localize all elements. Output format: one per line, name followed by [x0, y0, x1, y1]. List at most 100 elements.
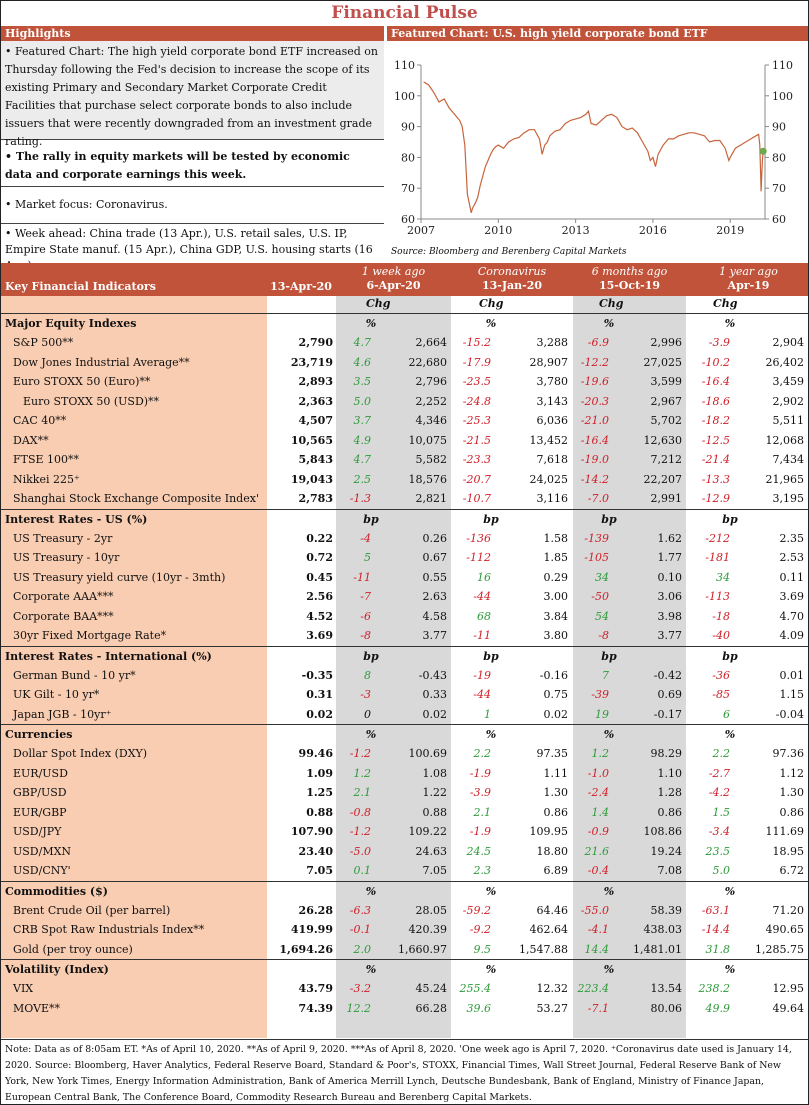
section-unit: bp [483, 649, 499, 663]
row-past-value: -0.17 [653, 707, 682, 721]
row-current-value: 2,363 [298, 394, 333, 408]
row-change: -2.4 [587, 786, 609, 799]
row-past-value: 27,025 [643, 355, 683, 369]
row-change: -9.2 [469, 923, 491, 936]
highlights-header: Highlights [1, 26, 384, 41]
footnote: Note: Data as of 8:05am ET. *As of April… [1, 1039, 808, 1105]
row-change: -7.0 [587, 492, 609, 505]
row-past-value: 3.77 [422, 629, 448, 642]
row-past-value: 24.63 [415, 844, 448, 858]
row-past-value: 21,965 [765, 472, 805, 486]
row-past-value: 58.39 [650, 903, 683, 917]
row-past-value: 22,207 [643, 472, 683, 486]
row-past-value: 1,547.88 [519, 942, 568, 956]
chart-svg: 60 60 70 70 80 80 90 90 100 100 110 110 2007 2010 2013… [394, 59, 793, 237]
row-past-value: 97.36 [772, 747, 805, 760]
row-past-value: 0.26 [422, 531, 448, 545]
row-change: -21.4 [701, 453, 730, 466]
section-unit: % [603, 963, 615, 976]
row-past-value: 28,907 [529, 355, 569, 369]
row-past-value: 53.27 [536, 1001, 569, 1015]
row-change: -12.5 [701, 433, 730, 447]
col-header-4-date: Apr-19 [727, 279, 770, 292]
row-past-value: 0.29 [543, 570, 569, 584]
col-header-3-top: 6 months ago [591, 265, 668, 278]
row-past-value: 71.20 [772, 903, 805, 917]
row-past-value: 3,459 [772, 375, 805, 388]
row-change: -212 [705, 531, 730, 545]
row-change: 3.7 [353, 414, 372, 427]
row-change: -7.1 [587, 1001, 609, 1015]
section-unit: % [724, 963, 736, 976]
section-unit: bp [483, 512, 499, 526]
row-past-value: 18.80 [536, 844, 569, 858]
row-change: 54 [595, 609, 609, 623]
y-tick-label-right: 90 [772, 121, 786, 134]
row-past-value: 0.11 [779, 570, 805, 584]
row-change: -18.6 [701, 394, 730, 408]
y-tick-label-right: 110 [772, 59, 793, 72]
row-past-value: 26,402 [765, 355, 805, 369]
row-label: Euro STOXX 50 (Euro)** [13, 375, 151, 388]
section-title: Volatility (Index) [5, 963, 109, 976]
row-past-value: 0.75 [543, 688, 569, 701]
row-change: 223.4 [577, 982, 610, 995]
row-past-value: 100.69 [408, 747, 448, 760]
latest-point-marker [759, 147, 767, 155]
row-past-value: 4.58 [422, 609, 448, 623]
row-change: -1.0 [587, 766, 609, 780]
section-unit: % [365, 963, 377, 976]
series-line [423, 81, 764, 213]
section-header: Currencies%%%% [1, 724, 808, 744]
row-past-value: 66.28 [415, 1001, 448, 1015]
row-past-value: 18,576 [408, 472, 448, 486]
section-header: Major Equity Indexes%%%% [1, 313, 808, 333]
row-change: -11 [353, 570, 371, 584]
table-row: Dow Jones Industrial Average** 23,719 4.6 2… [1, 353, 808, 373]
row-label: US Treasury - 2yr [13, 531, 113, 545]
row-change: 68 [477, 609, 491, 623]
row-past-value: 1.11 [543, 766, 569, 780]
row-past-value: 2,967 [650, 394, 683, 408]
row-change: 2.2 [473, 747, 492, 760]
row-past-value: 10,075 [408, 433, 448, 447]
row-label: MOVE** [13, 1001, 61, 1015]
row-past-value: 490.65 [765, 923, 805, 936]
gray-band-1 [336, 296, 451, 1038]
section-unit: bp [363, 512, 379, 526]
row-change: -0.1 [349, 923, 371, 936]
x-tick-label: 2016 [639, 224, 667, 237]
row-change: -3 [360, 688, 371, 701]
section-unit: % [603, 884, 615, 898]
row-change: 39.6 [466, 1001, 492, 1015]
row-past-value: -0.04 [775, 707, 804, 721]
row-past-value: 3.69 [779, 590, 805, 603]
table-row: Shanghai Stock Exchange Composite Index'… [1, 489, 808, 509]
col-header-1: 1 week ago 6-Apr-20 [336, 265, 451, 293]
row-past-value: 3,143 [536, 394, 569, 408]
row-change: -19.0 [580, 453, 609, 466]
row-current-value: 1.25 [306, 786, 333, 799]
y-tick-label-right: 70 [772, 182, 786, 195]
table-row: Dollar Spot Index (DXY) 99.46 -1.2 100.69 2.… [1, 744, 808, 764]
row-change: 0.1 [353, 864, 372, 877]
row-label: Dollar Spot Index (DXY) [13, 747, 148, 760]
row-label: FTSE 100** [13, 453, 80, 466]
row-label: 30yr Fixed Mortgage Rate* [13, 629, 167, 642]
table-row: CAC 40** 4,507 3.7 4,346 -25.3 6,036 -21.0 5,70… [1, 411, 808, 431]
table-row: USD/MXN 23.40 -5.0 24.63 24.5 18.80 21.6 19.24 2… [1, 842, 808, 862]
row-change: 0 [364, 707, 371, 721]
row-label: CRB Spot Raw Industrials Index** [13, 923, 205, 936]
row-past-value: 0.86 [779, 805, 805, 819]
row-change: 6 [723, 707, 730, 721]
x-tick-label: 2007 [407, 224, 435, 237]
row-past-value: 1,481.01 [633, 942, 682, 956]
row-change: -16.4 [580, 433, 609, 447]
row-past-value: 1.15 [779, 688, 805, 701]
row-past-value: 13.54 [650, 982, 683, 995]
row-change: 24.5 [466, 844, 492, 858]
col-header-2-top: Coronavirus [477, 265, 547, 278]
section-header: Commodities ($)%%%% [1, 880, 808, 901]
row-current-value: 107.90 [290, 825, 333, 838]
row-change: 2.1 [473, 805, 492, 819]
